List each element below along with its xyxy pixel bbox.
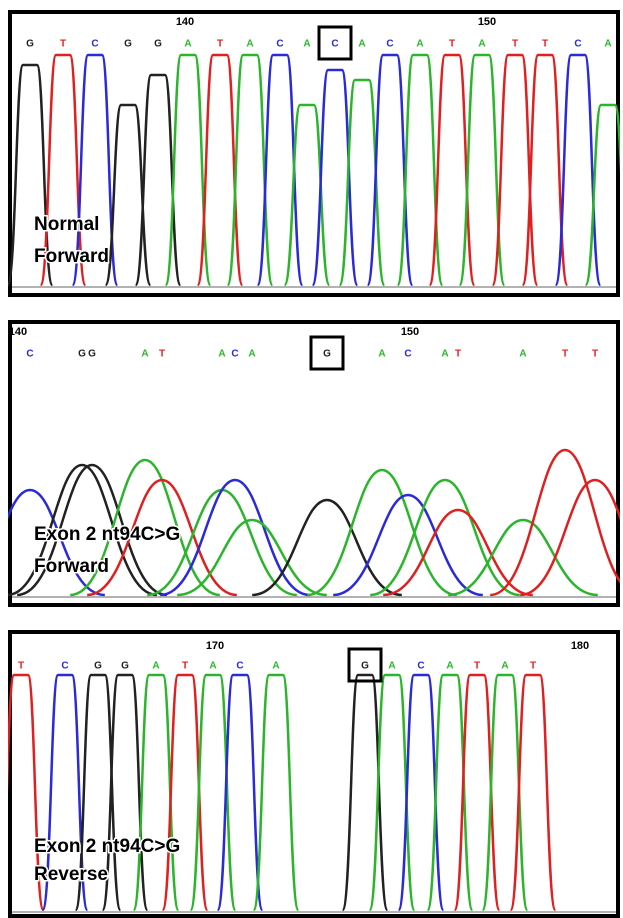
base-call: A — [184, 39, 191, 50]
base-call: T — [159, 349, 165, 360]
trace-label: Exon 2 nt94C>G — [34, 836, 180, 857]
base-call: A — [441, 349, 448, 360]
base-call: T — [562, 349, 568, 360]
base-call: T — [18, 661, 24, 672]
base-call: T — [474, 661, 480, 672]
base-call: A — [246, 39, 253, 50]
base-call: A — [141, 349, 148, 360]
base-call: A — [519, 349, 526, 360]
base-call: C — [61, 661, 68, 672]
base-call: T — [530, 661, 536, 672]
base-call: C — [386, 39, 393, 50]
base-call: T — [512, 39, 518, 50]
position-number: 150 — [401, 326, 419, 338]
position-number: 150 — [478, 16, 496, 28]
base-call: C — [417, 661, 424, 672]
base-call: T — [449, 39, 455, 50]
base-call: A — [388, 661, 395, 672]
base-call: A — [209, 661, 216, 672]
position-number: 140 — [9, 326, 27, 338]
base-call: A — [416, 39, 423, 50]
base-call: A — [272, 661, 279, 672]
base-call: C — [91, 39, 98, 50]
trace-label: Forward — [34, 556, 109, 577]
base-call: A — [446, 661, 453, 672]
base-call: G — [121, 661, 129, 672]
base-call: G — [88, 349, 96, 360]
base-call: T — [455, 349, 461, 360]
base-call: G — [124, 39, 132, 50]
base-call: T — [217, 39, 223, 50]
base-call: A — [378, 349, 385, 360]
base-call: A — [358, 39, 365, 50]
trace-label: Exon 2 nt94C>G — [34, 524, 180, 545]
position-number: 180 — [571, 640, 589, 652]
base-call: A — [248, 349, 255, 360]
base-call: A — [501, 661, 508, 672]
base-call: T — [592, 349, 598, 360]
base-call: C — [26, 349, 33, 360]
figure: GTCGGATACACACATATTCA140150NormalForward … — [0, 0, 623, 918]
trace-label: Normal — [34, 214, 99, 235]
base-call: A — [604, 39, 611, 50]
base-call: G — [323, 349, 331, 360]
position-number: 140 — [176, 16, 194, 28]
base-call: C — [236, 661, 243, 672]
base-call: C — [276, 39, 283, 50]
base-call: C — [231, 349, 238, 360]
trace-label: Reverse — [34, 864, 108, 885]
position-number: 170 — [206, 640, 224, 652]
base-call: A — [478, 39, 485, 50]
base-call: T — [182, 661, 188, 672]
base-call: C — [404, 349, 411, 360]
base-call: T — [60, 39, 66, 50]
base-call: G — [361, 661, 369, 672]
base-call: A — [218, 349, 225, 360]
base-call: G — [26, 39, 34, 50]
base-call: G — [94, 661, 102, 672]
base-call: A — [152, 661, 159, 672]
base-call: C — [331, 39, 338, 50]
panel: T C G G A T A C A G A C A T A T 170 180 Exon 2 nt94C>G Reve… — [8, 630, 620, 918]
base-call: T — [542, 39, 548, 50]
base-call: G — [78, 349, 86, 360]
trace-label: Forward — [34, 246, 109, 267]
base-call: C — [574, 39, 581, 50]
panel: G T C G G A T A C A C A C A T A T T C A 140 150 Normal Forward — [8, 10, 620, 297]
base-call: A — [303, 39, 310, 50]
base-call: G — [154, 39, 162, 50]
